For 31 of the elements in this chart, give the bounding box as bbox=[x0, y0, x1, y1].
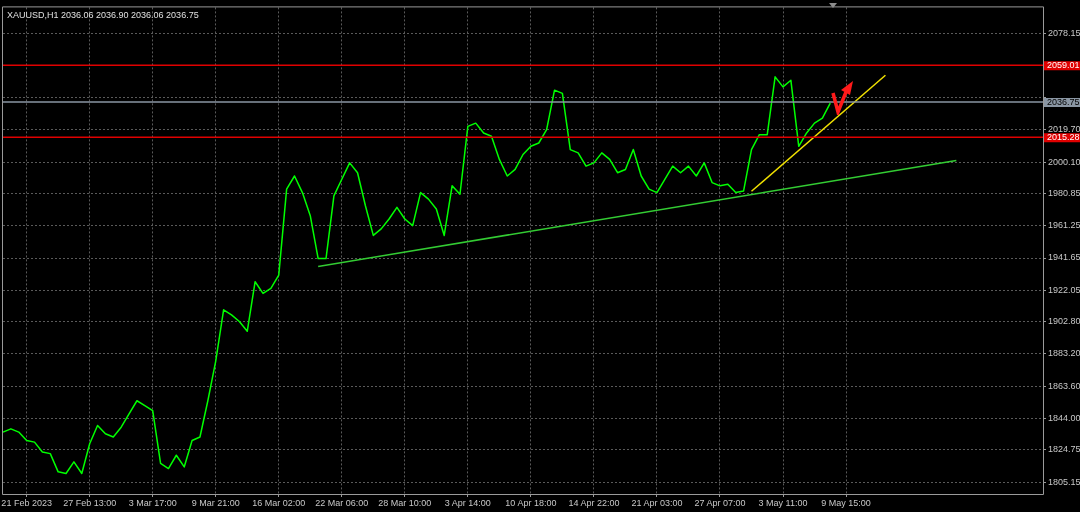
y-tick-label: 1980.85 bbox=[1048, 188, 1080, 199]
y-tick-label: 1844.00 bbox=[1048, 412, 1080, 423]
x-tick-label: 16 Mar 02:00 bbox=[252, 497, 306, 508]
x-tick-label: 28 Mar 10:00 bbox=[378, 497, 432, 508]
x-tick-label: 9 Mar 21:00 bbox=[191, 497, 240, 508]
y-tick-label: 1805.15 bbox=[1048, 476, 1080, 487]
y-tick-label: 1824.75 bbox=[1048, 444, 1080, 455]
x-tick-label: 21 Feb 2023 bbox=[1, 497, 52, 508]
y-tick-label: 2078.15 bbox=[1048, 28, 1080, 39]
y-tick-label: 1883.20 bbox=[1048, 348, 1080, 359]
x-tick-label: 27 Feb 13:00 bbox=[63, 497, 117, 508]
x-tick-label: 3 Apr 14:00 bbox=[444, 497, 491, 508]
x-tick-label: 22 Mar 06:00 bbox=[315, 497, 369, 508]
y-tick-label: 1961.25 bbox=[1048, 220, 1080, 231]
y-tick-label: 1922.05 bbox=[1048, 284, 1080, 295]
x-tick-label: 27 Apr 07:00 bbox=[694, 497, 746, 508]
y-tick-label: 2000.10 bbox=[1048, 156, 1080, 167]
ref-line-label: 2059.01 bbox=[1047, 60, 1080, 71]
x-tick-label: 14 Apr 22:00 bbox=[568, 497, 620, 508]
y-tick-label: 1902.80 bbox=[1048, 316, 1080, 327]
ref-line-label: 2015.28 bbox=[1047, 132, 1080, 143]
x-tick-label: 3 May 11:00 bbox=[758, 497, 808, 508]
x-tick-label: 21 Apr 03:00 bbox=[631, 497, 683, 508]
chart-title: XAUUSD,H1 2036.06 2036.90 2036.06 2036.75 bbox=[7, 9, 199, 20]
ref-line-label: 2036.75 bbox=[1047, 96, 1080, 107]
x-tick-label: 9 May 15:00 bbox=[821, 497, 871, 508]
y-tick-label: 2019.70 bbox=[1048, 124, 1080, 135]
x-tick-label: 3 Mar 17:00 bbox=[128, 497, 177, 508]
y-tick-label: 1941.65 bbox=[1048, 252, 1080, 263]
y-tick-label: 1863.60 bbox=[1048, 380, 1080, 391]
x-tick-label: 10 Apr 18:00 bbox=[505, 497, 557, 508]
